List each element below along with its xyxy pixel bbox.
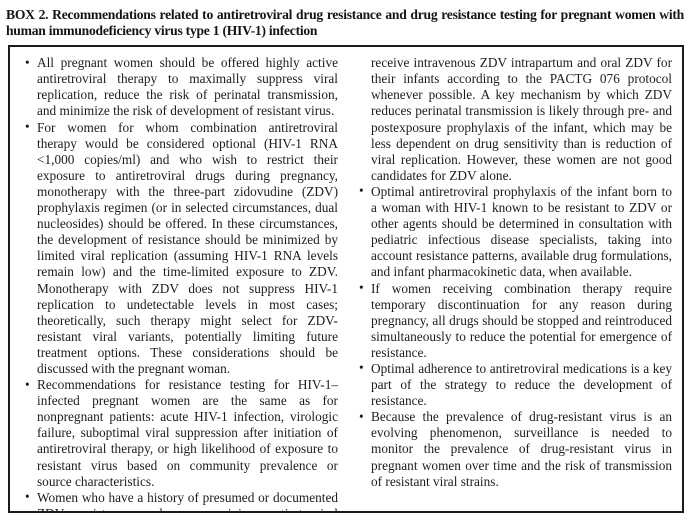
- bullet-text: All pregnant women should be offered hig…: [37, 55, 338, 119]
- bullet-icon: •: [25, 119, 30, 135]
- bullet-text: Recommendations for resistance testing f…: [37, 377, 338, 489]
- bullet-icon: •: [25, 54, 30, 70]
- bullet-item: • Optimal antiretroviral prophylaxis of …: [358, 183, 672, 281]
- continuation-item: receive intravenous ZDV intrapartum and …: [358, 55, 672, 184]
- bullet-icon: •: [359, 408, 364, 424]
- bullet-item: • If women receiving combination therapy…: [358, 280, 672, 361]
- continuation-text: receive intravenous ZDV intrapartum and …: [371, 55, 672, 183]
- box-title: BOX 2. Recommendations related to antire…: [6, 7, 684, 38]
- bullet-item: • Because the prevalence of drug-resista…: [358, 409, 672, 489]
- bullet-text: Optimal antiretroviral prophylaxis of th…: [371, 183, 672, 280]
- bullet-text: For women for whom combination antiretro…: [37, 119, 338, 376]
- bullet-text: Women who have a history of presumed or …: [37, 489, 338, 511]
- bullet-text: Because the prevalence of drug-resistant…: [371, 409, 672, 489]
- bullet-icon: •: [25, 376, 30, 392]
- bullet-item: • Recommendations for resistance testing…: [24, 377, 338, 490]
- bullet-text: If women receiving combination therapy r…: [371, 280, 672, 360]
- bullet-icon: •: [359, 280, 364, 295]
- left-column: • All pregnant women should be offered h…: [24, 55, 338, 512]
- bullet-icon: •: [359, 360, 364, 376]
- bullet-icon: •: [25, 489, 30, 505]
- bullet-item: • Women who have a history of presumed o…: [24, 489, 338, 511]
- bullet-item: • Optimal adherence to antiretroviral me…: [358, 360, 672, 409]
- bullet-item: • All pregnant women should be offered h…: [24, 55, 338, 119]
- bullet-icon: •: [359, 183, 364, 199]
- bullet-item: • For women for whom combination antiret…: [24, 119, 338, 378]
- recommendations-box: • All pregnant women should be offered h…: [8, 45, 684, 514]
- bullet-text: Optimal adherence to antiretroviral medi…: [371, 360, 672, 409]
- right-column: receive intravenous ZDV intrapartum and …: [358, 55, 672, 507]
